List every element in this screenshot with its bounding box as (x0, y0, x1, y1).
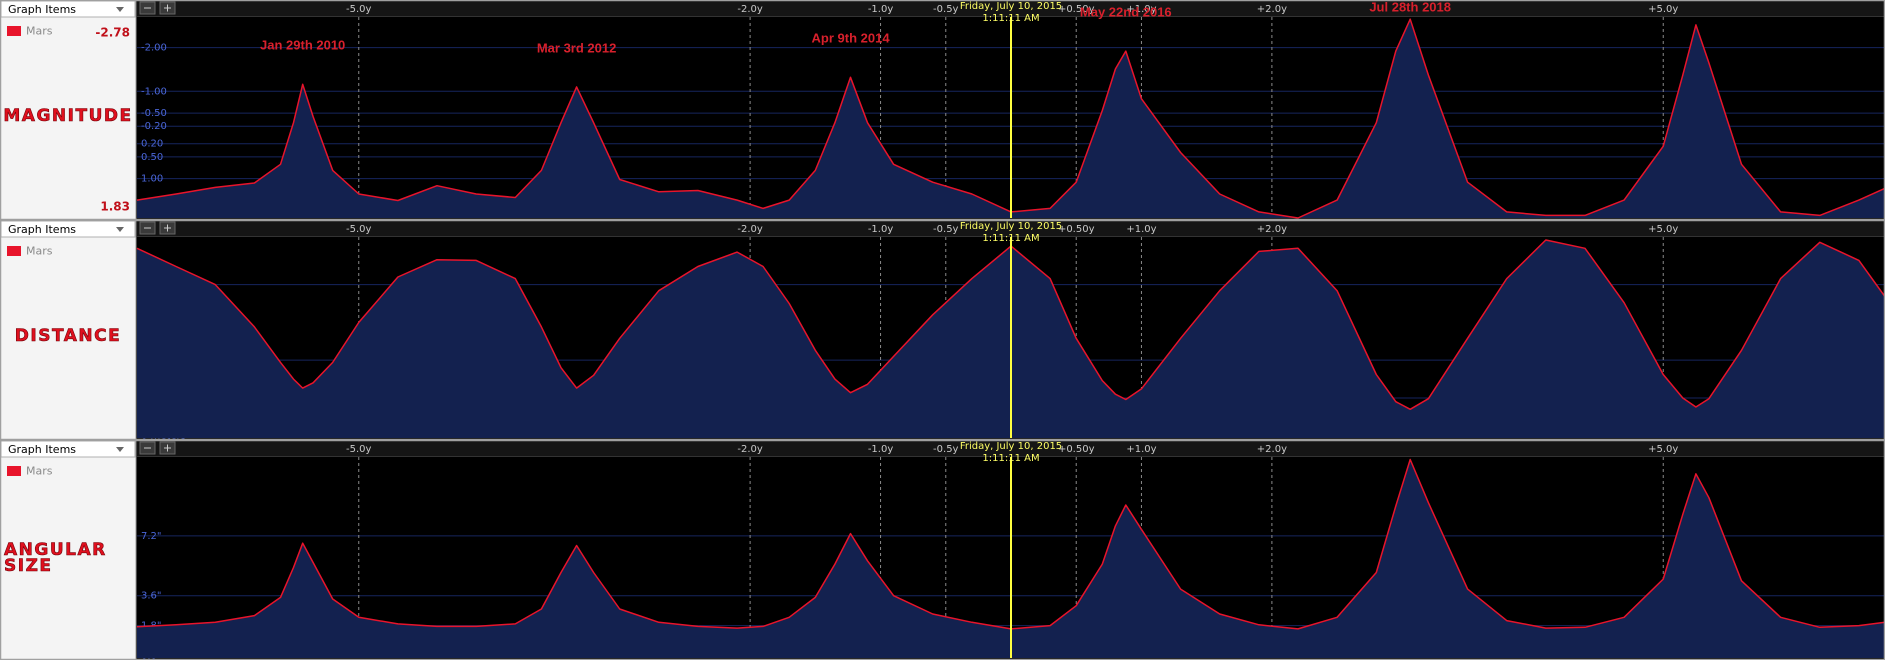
graph-panel: Graph Items Mars MAGNITUDE -2.78 1.83 -2.00 -1… (0, 0, 1885, 221)
x-tick-label: +2.0y (1257, 224, 1287, 235)
sidebar (0, 439, 137, 660)
dropdown-label: Graph Items (8, 443, 76, 456)
dropdown-label: Graph Items (8, 223, 76, 236)
y-tick-label: 0.50 (141, 152, 163, 163)
series-line (136, 239, 1885, 411)
toolbar-strip (137, 0, 1885, 17)
area-fill (137, 459, 1885, 658)
peak-annotation: Mar 3rd 2012 (537, 40, 617, 55)
peak-annotation: Apr 9th 2014 (812, 31, 891, 46)
y-tick-label: -2.00 (141, 43, 167, 54)
x-tick-label: +2.0y (1257, 444, 1287, 455)
current-time-label: Friday, July 10, 2015 (960, 1, 1062, 12)
y-tick-label: 0.20 (141, 139, 163, 150)
peak-annotation: Jan 29th 2010 (260, 38, 345, 53)
range-max: -2.78 (95, 26, 130, 40)
x-tick-label: -1.0y (868, 224, 894, 235)
legend-label: Mars (26, 245, 53, 258)
current-time-label: 1:11:11 AM (982, 233, 1039, 244)
dropdown-label: Graph Items (8, 3, 76, 16)
x-tick-label: +0.50y (1058, 224, 1095, 235)
x-tick-label: -1.0y (868, 4, 894, 15)
legend-swatch (7, 26, 21, 36)
series-line (136, 18, 1885, 219)
current-time-label: 1:11:11 AM (982, 453, 1039, 464)
graph-title: MAGNITUDE (3, 106, 132, 126)
x-tick-label: -0.5y (933, 444, 959, 455)
y-tick-label: 3.6" (141, 591, 162, 602)
x-tick-label: +0.50y (1058, 444, 1095, 455)
y-tick-label: 1.00 (141, 174, 163, 185)
legend-swatch (7, 466, 21, 476)
series-line (136, 458, 1885, 630)
x-tick-label: +1.0y (1126, 4, 1156, 15)
area-fill (137, 19, 1885, 219)
graph-panel: Graph ItemsMarsANGULARSIZE7.2"3.6"1.8"0.… (0, 439, 1885, 660)
graph-title: DISTANCE (15, 326, 121, 346)
x-tick-label: -5.0y (346, 444, 372, 455)
y-tick-label: -1.00 (141, 86, 167, 97)
dropdown-arrow (116, 227, 124, 232)
x-tick-label: +2.0y (1257, 4, 1287, 15)
legend-swatch (7, 246, 21, 256)
current-time-label: Friday, July 10, 2015 (960, 441, 1062, 452)
peak-annotation: Jul 28th 2018 (1369, 0, 1451, 14)
current-time-label: Friday, July 10, 2015 (960, 221, 1062, 232)
x-tick-label: -1.0y (868, 444, 894, 455)
graph-title: ANGULAR SIZE (4, 540, 107, 576)
toolbar-strip (137, 440, 1885, 457)
y-tick-label: -0.50 (141, 108, 167, 119)
range-min: 1.83 (100, 200, 130, 214)
y-tick-label: 7.2" (141, 531, 162, 542)
y-tick-label: -0.20 (141, 121, 167, 132)
peak-annotation: May 22nd 2016 (1080, 5, 1172, 20)
x-tick-label: -0.5y (933, 224, 959, 235)
x-tick-label: -2.0y (737, 224, 763, 235)
legend-label: Mars (26, 25, 53, 38)
x-tick-label: +5.0y (1648, 4, 1678, 15)
x-tick-label: -2.0y (737, 444, 763, 455)
x-tick-label: -5.0y (346, 4, 372, 15)
dropdown-arrow (116, 7, 124, 12)
x-tick-label: +0.50y (1058, 4, 1095, 15)
x-tick-label: -5.0y (346, 224, 372, 235)
x-tick-label: +5.0y (1648, 224, 1678, 235)
legend-label: Mars (26, 465, 53, 478)
x-tick-label: -2.0y (737, 4, 763, 15)
current-time-label: 1:11:11 AM (982, 13, 1039, 24)
x-tick-label: +5.0y (1648, 444, 1678, 455)
x-tick-label: -0.5y (933, 4, 959, 15)
graph-panel: Graph ItemsMarsDISTANCE2.0000 au1.0000 a… (0, 219, 1885, 442)
toolbar-strip (137, 220, 1885, 237)
sidebar (0, 0, 137, 221)
dropdown-arrow (116, 447, 124, 452)
x-tick-label: +1.0y (1126, 444, 1156, 455)
x-tick-label: +1.0y (1126, 224, 1156, 235)
